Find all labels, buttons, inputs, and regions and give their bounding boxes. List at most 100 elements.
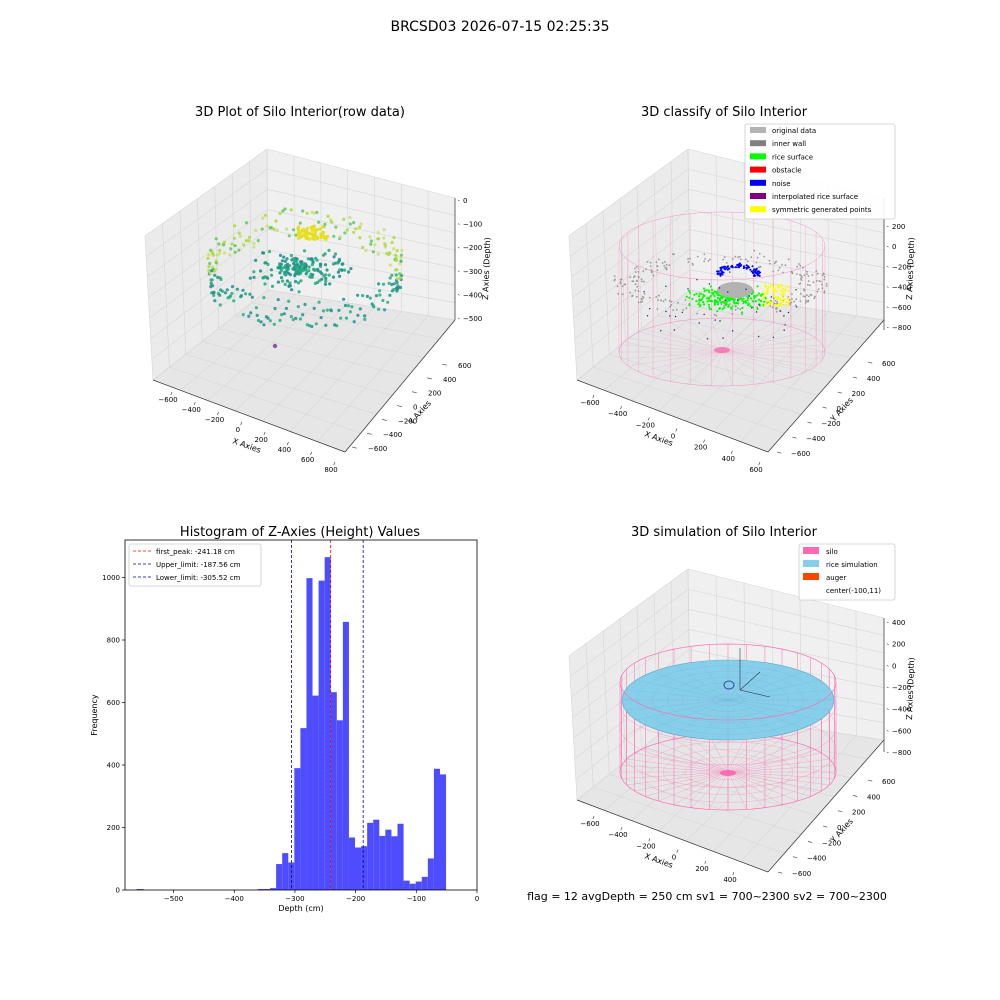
raw-point [305, 226, 309, 231]
raw-point [233, 224, 237, 228]
grid-line [151, 269, 269, 360]
class-point-original [775, 310, 778, 313]
class-point-original [753, 249, 756, 252]
raw-point [267, 250, 272, 254]
tick-mark [620, 406, 622, 410]
class-point-rice [741, 306, 744, 310]
class-point-rice [715, 301, 719, 304]
grid-line [267, 188, 456, 234]
class-point-noise [745, 264, 748, 267]
class-point-original [725, 262, 728, 264]
tick-mark [732, 871, 735, 876]
grid-line [688, 588, 885, 636]
raw-point [296, 305, 300, 309]
raw-point [278, 253, 283, 257]
class-point-rice [703, 289, 706, 292]
class-point-noise [719, 269, 722, 272]
raw-point [331, 275, 336, 279]
raw-point [292, 262, 296, 266]
silo-wire [721, 351, 733, 386]
raw-point [223, 251, 227, 255]
raw-point [394, 273, 398, 277]
class-point-rice [702, 303, 706, 306]
raw-point [369, 242, 373, 246]
raw-point [272, 343, 278, 349]
class-point-interp [696, 279, 698, 281]
tick-mark [217, 411, 219, 416]
raw-point [296, 231, 301, 235]
raw-point [254, 228, 258, 232]
class-point-rice [713, 299, 716, 302]
legend-label: rice simulation [826, 561, 878, 569]
tick-mark [886, 708, 889, 710]
y-tick-label: −400 [807, 855, 826, 863]
class-point-rice [754, 300, 758, 303]
raw-point [390, 273, 394, 277]
class-point-noise [742, 267, 745, 270]
raw-point [244, 292, 248, 296]
class-point-noise [731, 266, 734, 269]
raw-point [218, 276, 222, 280]
silo-wire [673, 771, 729, 806]
class-point-rice [741, 299, 744, 302]
class-point-interp [660, 330, 662, 332]
raw-point [345, 228, 349, 232]
class-point-interp [724, 300, 726, 302]
histogram-bar [415, 881, 422, 890]
legend-label: auger [826, 574, 846, 582]
raw-point [388, 293, 392, 297]
raw-scatter-axes-box [144, 148, 456, 453]
class-point-original [664, 298, 667, 301]
raw-point [233, 250, 237, 254]
legend-swatch [750, 179, 766, 186]
grid-line [289, 311, 402, 432]
classified-3d: 3D classify of Silo Interior −600 −400 −20… [568, 105, 916, 474]
class-point-original [802, 295, 805, 297]
x-axis-line [576, 799, 769, 873]
grid-line [179, 211, 187, 355]
class-point-original [750, 256, 753, 259]
grid-line [571, 189, 689, 278]
tick-mark [457, 317, 460, 320]
class-point-original [820, 280, 822, 283]
legend-swatch [803, 573, 819, 580]
raw-point [343, 231, 347, 235]
raw-point [291, 318, 295, 322]
class-point-rice [710, 307, 713, 311]
z-tick-label: 200 [892, 223, 905, 231]
grid-line [625, 341, 818, 396]
class-point-rice [685, 295, 688, 298]
grid-line [231, 173, 236, 316]
class-point-original [677, 301, 679, 304]
class-point-original [722, 258, 725, 261]
class-point-original [821, 287, 824, 290]
histogram-xlabel: Depth (cm) [278, 904, 323, 913]
class-point-rice [760, 300, 763, 303]
x-tick-label: 200 [694, 444, 707, 452]
raw-point [376, 231, 380, 235]
tick-mark [675, 428, 678, 432]
class-point-original [798, 283, 801, 285]
legend-box [798, 543, 896, 601]
raw-point [306, 236, 310, 240]
raw-point [287, 299, 291, 303]
raw-point [334, 225, 338, 229]
grid-line [688, 209, 885, 251]
raw-point [339, 316, 343, 320]
raw-point [343, 303, 348, 308]
class-point-rice [756, 285, 759, 288]
x-tick-label: −500 [164, 895, 183, 903]
raw-point [264, 315, 268, 319]
class-point-rice [728, 297, 731, 300]
y-tick-label: −400 [806, 435, 825, 443]
class-point-original [791, 272, 794, 275]
class-point-original [813, 297, 816, 299]
silo-floor-ring [663, 749, 793, 795]
histogram-bars [136, 557, 447, 891]
tick-mark [366, 432, 372, 435]
raw-point [300, 228, 304, 233]
z-tick-label: −400 [892, 706, 911, 714]
figure-footer: flag = 12 avgDepth = 250 cm sv1 = 700~23… [527, 890, 887, 903]
class-point-rice [746, 299, 749, 302]
class-point-rice [698, 299, 701, 302]
